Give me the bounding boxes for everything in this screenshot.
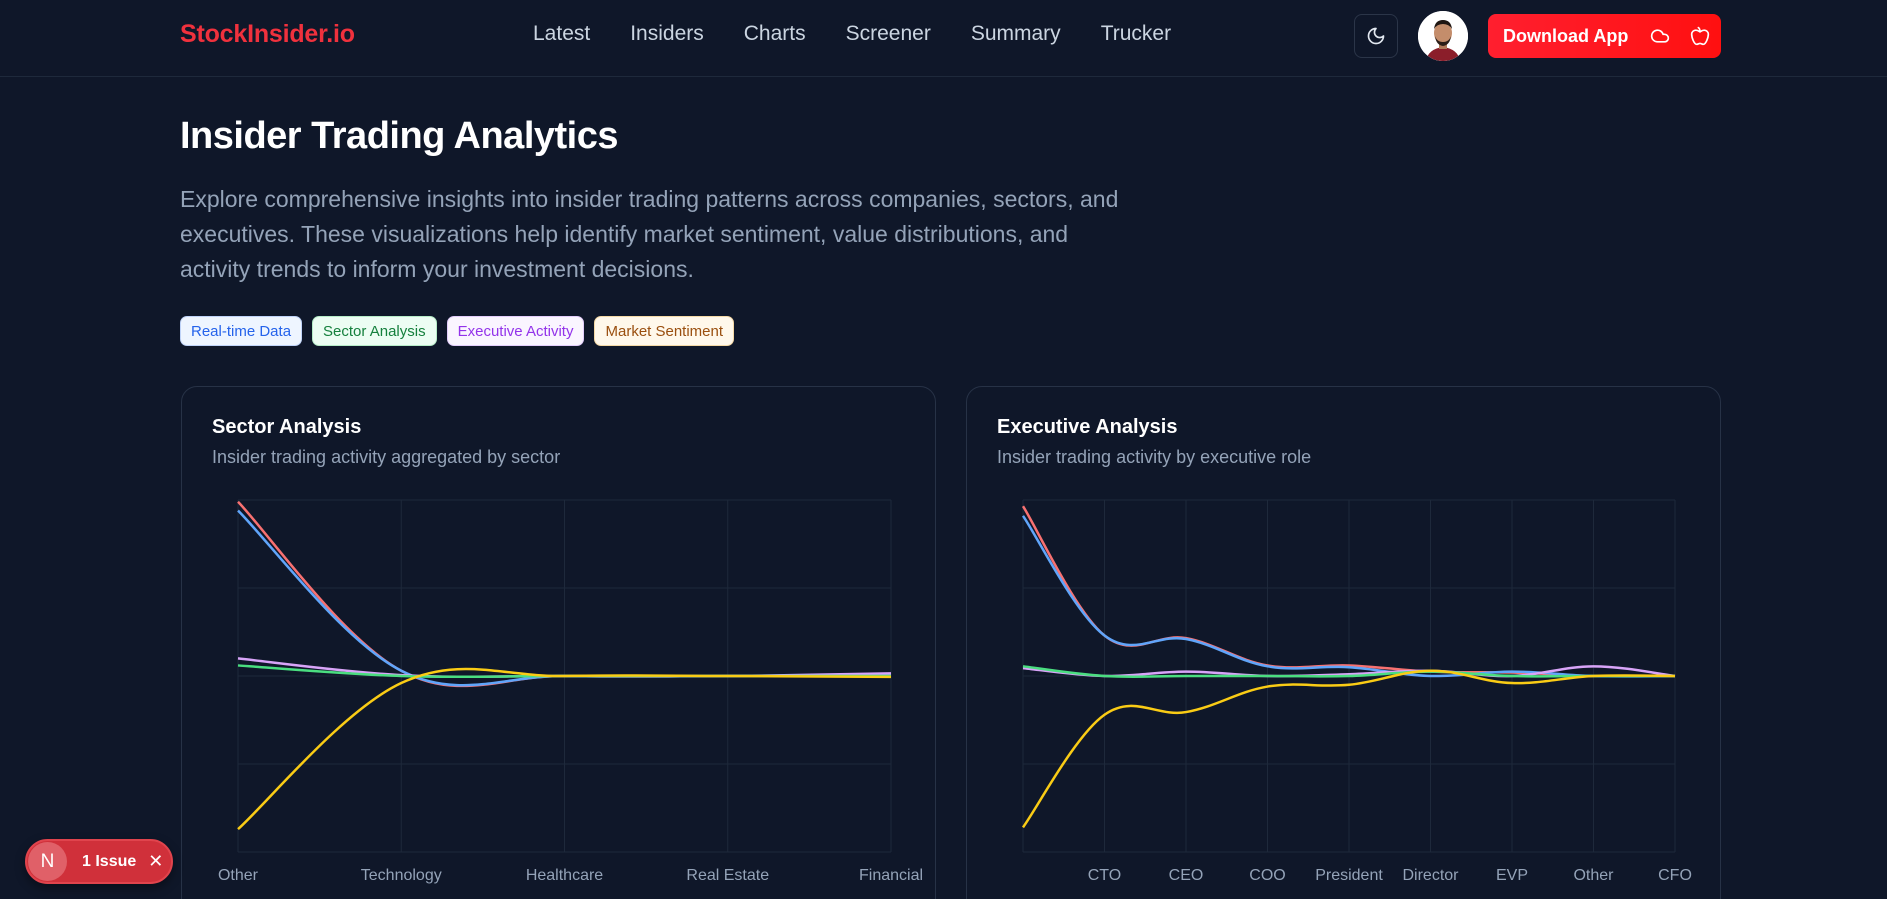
tag-sector-analysis: Sector Analysis [312, 316, 437, 346]
x-axis-label: Financial [859, 867, 923, 884]
tag-real-time-data: Real-time Data [180, 316, 303, 346]
x-axis-label: Other [218, 867, 259, 884]
page-description: Explore comprehensive insights into insi… [180, 186, 1119, 282]
avatar-image [1418, 11, 1468, 61]
card-subtitle: Insider trading activity by executive ro… [997, 447, 1312, 467]
series-line-blue [1021, 515, 1676, 678]
tag-market-sentiment: Market Sentiment [594, 316, 735, 346]
sector-analysis-card: Other Technology Healthcare Real Estate Fina… [181, 386, 936, 899]
x-axis-label: Other [1573, 867, 1614, 884]
x-axis-label: Director [1402, 867, 1459, 884]
nav-link-trucker[interactable]: Trucker [1100, 22, 1172, 45]
series-line-yellow [1021, 669, 1676, 829]
next-logo-icon: N [28, 842, 67, 881]
x-axis-label: Healthcare [526, 867, 603, 884]
series-line-green [1022, 665, 1675, 679]
moon-icon [1367, 27, 1385, 45]
card-title: Sector Analysis [212, 416, 362, 438]
cloud-icon [1650, 26, 1670, 46]
card-title: Executive Analysis [997, 416, 1178, 438]
user-avatar[interactable] [1418, 11, 1468, 61]
series-line-yellow [237, 667, 892, 831]
x-axis-label: Technology [361, 867, 442, 884]
tag-executive-activity: Executive Activity [446, 316, 585, 346]
x-axis-label: EVP [1496, 867, 1528, 884]
nav-links: Latest Insiders Charts Screener Summary … [533, 22, 1211, 46]
nav-link-charts[interactable]: Charts [743, 22, 806, 45]
issue-count-label: 1 Issue [82, 852, 137, 870]
executive-analysis-card: CTO CEO COO President Director EVP Other CFO Ex… [966, 386, 1721, 899]
x-axis-label: President [1315, 867, 1383, 884]
x-axis-label: Real Estate [686, 867, 769, 884]
logo[interactable]: StockInsider.io [180, 20, 355, 48]
card-subtitle: Insider trading activity aggregated by s… [212, 447, 561, 467]
nav-link-latest[interactable]: Latest [533, 22, 591, 45]
page-title: Insider Trading Analytics [180, 115, 619, 157]
series-line-purple [1022, 665, 1676, 678]
sector-analysis-chart[interactable]: Other Technology Healthcare Real Estate Fina… [182, 387, 937, 899]
nav-link-screener[interactable]: Screener [845, 22, 931, 45]
download-app-label: Download App [1503, 25, 1629, 46]
x-axis-label: CFO [1658, 867, 1692, 884]
theme-toggle-button[interactable] [1354, 14, 1398, 58]
x-axis-label: CEO [1169, 867, 1204, 884]
x-axis-label: COO [1249, 867, 1285, 884]
top-navbar: StockInsider.io Latest Insiders Charts S… [0, 0, 1887, 77]
close-icon[interactable]: ✕ [148, 851, 164, 871]
nav-link-summary[interactable]: Summary [970, 22, 1061, 45]
executive-analysis-chart[interactable]: CTO CEO COO President Director EVP Other CFO [967, 387, 1722, 899]
issue-badge[interactable]: N 1 Issue ✕ [25, 839, 173, 884]
tag-list: Real-time Data Sector Analysis Executive… [180, 316, 735, 346]
download-app-button[interactable]: Download App [1488, 14, 1721, 58]
nav-link-insiders[interactable]: Insiders [630, 22, 704, 45]
apple-icon [1690, 26, 1710, 46]
x-axis-label: CTO [1088, 867, 1121, 884]
